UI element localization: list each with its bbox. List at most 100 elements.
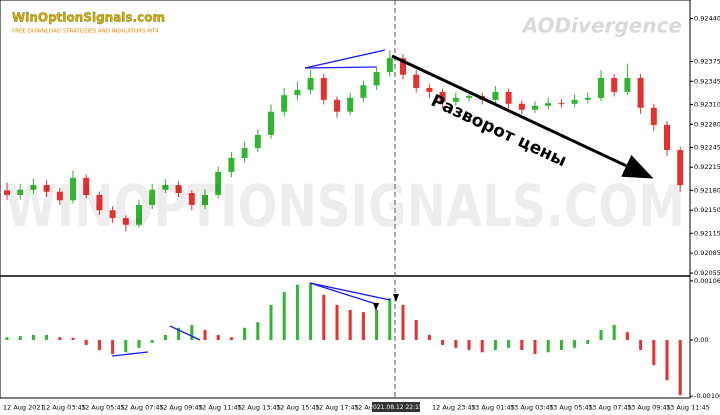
y2-tick-label: 0.00 (694, 336, 708, 344)
divergence-line (309, 282, 377, 305)
oscillator-bar (150, 340, 154, 343)
signal-arrow (373, 303, 379, 311)
candle-body (56, 191, 63, 201)
candle-body (452, 97, 459, 102)
candle-body (584, 97, 591, 100)
divergence-line (111, 351, 149, 357)
candle-body (400, 58, 406, 75)
x-tick-label: 12 Aug 17:45 (315, 404, 359, 412)
oscillator-bar (190, 324, 194, 341)
oscillator-bar (309, 283, 313, 341)
x-tick-label: 12 Aug 07:45 (120, 404, 164, 412)
x-tick-label: 12 Aug 13:45 (237, 404, 281, 412)
oscillator-bar (269, 304, 273, 341)
y-tick-label: 0.92280 (694, 120, 720, 128)
candle-body (43, 185, 50, 192)
oscillator-bar (45, 334, 49, 341)
oscillator-bar (612, 324, 616, 341)
oscillator-bar (124, 340, 128, 353)
candle-body (677, 150, 684, 186)
candle-body (268, 111, 274, 135)
site-tagline: FREE DOWNLOAD STRATEGIES AND INDICATORS … (12, 29, 159, 35)
candle-body (294, 89, 301, 96)
candle-body (162, 185, 169, 190)
candle-body (281, 95, 288, 112)
x-tick-label: 12 Aug 23:45 (432, 404, 476, 412)
x-tick-label: 13 Aug 09:45 (627, 404, 671, 412)
oscillator-bar (243, 327, 247, 341)
divergence-lines (111, 49, 391, 357)
oscillator-bar (639, 340, 643, 351)
candle-body (518, 103, 525, 110)
candle-body (149, 189, 156, 205)
x-tick-label: 12 Aug 15:45 (276, 404, 320, 412)
oscillator-bar (586, 340, 590, 344)
candle-body (360, 85, 367, 98)
divergence-line (304, 49, 386, 69)
oscillator-bar (229, 337, 233, 341)
candle-body (532, 105, 538, 110)
x-tick-label: 13 Aug 11:45 (666, 404, 710, 412)
indicator-name: AODivergence (521, 14, 682, 38)
oscillator-bar (559, 340, 563, 351)
watermark: WINOPTIONSIGNALS.COM (5, 172, 685, 240)
oscillator-bar (163, 334, 167, 341)
y-tick-label: 0.92345 (694, 77, 720, 85)
trend-arrow (391, 54, 654, 179)
x-tick-label: 13 Aug 05:45 (549, 404, 593, 412)
divergence-line (169, 325, 201, 341)
plot-frame (0, 0, 691, 399)
oscillator-bar (507, 340, 511, 348)
candle-body (413, 74, 420, 88)
candle-body (386, 58, 393, 73)
x-tick-label: 12 Aug 2021 (3, 404, 45, 412)
oscillator-bar (361, 312, 365, 341)
oscillator-bar (533, 340, 537, 354)
candle-body (83, 177, 90, 196)
site-name: WinOptionSignals.com (12, 11, 165, 25)
oscillator-bar (678, 340, 682, 396)
oscillator-bar (480, 340, 484, 353)
candle-body (637, 78, 644, 108)
oscillator-bar (665, 340, 669, 381)
candle-body (122, 218, 129, 225)
oscillator-bar (335, 304, 339, 341)
candle-body (241, 148, 248, 158)
y-tick-label: 0.92055 (694, 269, 720, 277)
oscillator-bar (375, 309, 379, 341)
y2-tick-label: -0.001008 (694, 392, 720, 400)
candle-body (228, 157, 235, 172)
oscillator-bar (493, 340, 497, 351)
y-tick-label: 0.92375 (694, 57, 720, 65)
signal-arrows (373, 294, 399, 311)
candle-body (571, 99, 578, 104)
y-tick-label: 0.92150 (694, 206, 720, 214)
candle-body (545, 103, 552, 106)
crosshair-label: 2021.08.12 22:15 (369, 404, 423, 411)
candle-body (136, 204, 142, 225)
y2-tick-label: 0.00106 (694, 277, 720, 285)
oscillator-bar (97, 340, 101, 351)
oscillator-bar (401, 304, 405, 341)
x-tick-label: 13 Aug 03:45 (510, 404, 554, 412)
oscillator-bar (18, 336, 22, 341)
candle-body (202, 195, 208, 205)
oscillator-bar (137, 340, 141, 348)
candle-body (175, 185, 182, 194)
oscillator-bar (348, 309, 352, 341)
oscillator-bar (256, 322, 260, 341)
candle-body (188, 193, 195, 205)
oscillator-bar (427, 334, 431, 341)
candle-body (30, 185, 37, 190)
oscillator-bar (203, 329, 207, 341)
oscillator-bar (652, 340, 656, 366)
x-tick-label: 13 Aug 01:45 (471, 404, 515, 412)
y-tick-label: 0.92245 (694, 143, 720, 151)
candle-body (215, 171, 222, 196)
oscillator-bar (84, 340, 88, 346)
oscillator-bar (111, 340, 115, 354)
candle-body (109, 210, 116, 219)
oscillator-bar (441, 340, 445, 346)
